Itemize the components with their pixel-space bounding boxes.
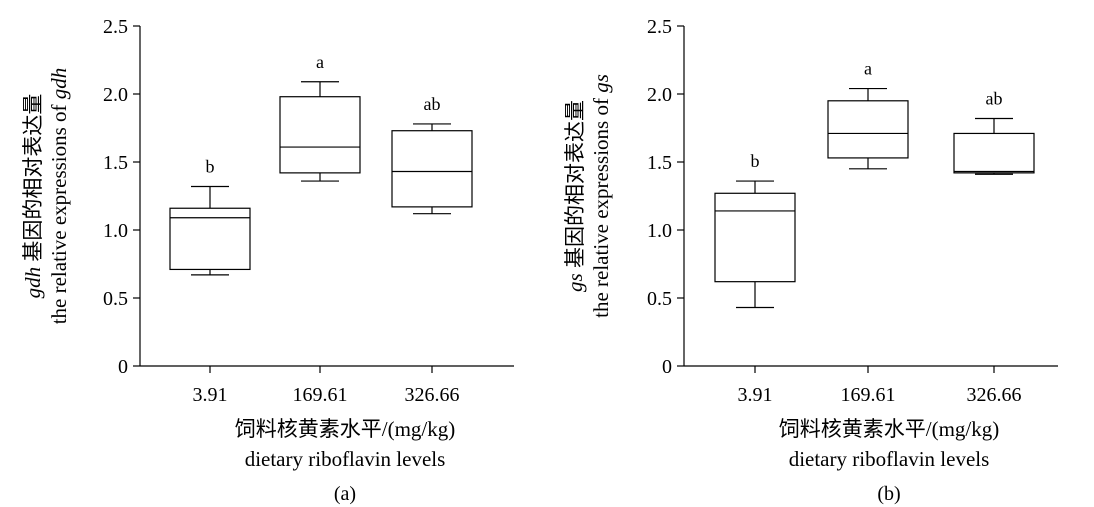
x-tick-label: 326.66 <box>405 384 460 406</box>
y-tick-label: 2.0 <box>103 84 128 106</box>
box-iqr <box>391 130 473 208</box>
box-iqr <box>953 132 1035 174</box>
x-tick-label: 3.91 <box>193 384 228 406</box>
box-iqr <box>714 192 796 283</box>
box-326.66: ab <box>391 94 473 215</box>
box-iqr <box>827 100 909 159</box>
y-tick-label: 2.5 <box>103 16 128 38</box>
y-axis-title-cn: gdh 基因的相对表达量 <box>21 94 45 299</box>
y-axis-title-en: the relative expressions of gdh <box>47 68 71 325</box>
x-tick-label: 3.91 <box>738 384 773 406</box>
significance-label: ab <box>986 88 1003 108</box>
box-3.91: b <box>714 151 796 309</box>
y-tick-label: 1.0 <box>647 220 672 242</box>
significance-label: a <box>316 52 324 72</box>
box-iqr <box>279 96 361 174</box>
y-axis-title-cn-text: 基因的相对表达量 <box>563 100 587 273</box>
panel-label: (b) <box>877 483 900 505</box>
y-axis-title-cn-text: 基因的相对表达量 <box>21 94 45 267</box>
x-axis-title-cn: 饲料核黄素水平/(mg/kg) <box>235 417 456 441</box>
box-3.91: b <box>169 156 251 276</box>
y-tick-label: 1.0 <box>103 220 128 242</box>
y-tick-label: 1.5 <box>647 152 672 174</box>
y-axis-title-en-gene: gdh <box>47 68 71 100</box>
x-tick-label: 169.61 <box>293 384 348 406</box>
significance-label: b <box>206 156 215 176</box>
y-axis-title-en-text: the relative expressions of <box>47 99 71 324</box>
significance-label: ab <box>424 94 441 114</box>
x-axis-title-cn: 饲料核黄素水平/(mg/kg) <box>779 417 1000 441</box>
box-iqr <box>169 207 251 271</box>
x-axis-title-en: dietary riboflavin levels <box>789 447 990 471</box>
y-axis-title-en: the relative expressions of gs <box>589 74 613 318</box>
x-axis-title-en: dietary riboflavin levels <box>245 447 446 471</box>
y-axis-title-en-text: the relative expressions of <box>589 93 613 318</box>
x-tick-label: 326.66 <box>967 384 1022 406</box>
y-tick-label: 0 <box>118 356 128 378</box>
chart-panel-2: 0 0.5 1.0 1.5 2.0 2.5 3.91 169.61 326.66 b a ab 饲料核黄… <box>563 16 1058 505</box>
x-tick-label: 169.61 <box>841 384 896 406</box>
y-tick-label: 0.5 <box>103 288 128 310</box>
y-axis-title-gene: gdh <box>21 267 45 299</box>
significance-label: b <box>751 151 760 171</box>
box-169.61: a <box>279 52 361 182</box>
y-axis-title-gene: gs <box>563 273 587 292</box>
y-tick-label: 0 <box>662 356 672 378</box>
box-326.66: ab <box>953 88 1035 175</box>
y-axis-title-cn: gs 基因的相对表达量 <box>563 100 587 292</box>
panel-label: (a) <box>334 483 356 505</box>
box-169.61: a <box>827 59 909 170</box>
chart-panel-1: 0 0.5 1.0 1.5 2.0 2.5 3.91 169.61 326.66 b a ab 饲料核黄… <box>21 16 514 505</box>
y-tick-label: 2.5 <box>647 16 672 38</box>
y-tick-label: 1.5 <box>103 152 128 174</box>
y-tick-label: 0.5 <box>647 288 672 310</box>
significance-label: a <box>864 59 872 79</box>
y-tick-label: 2.0 <box>647 84 672 106</box>
y-axis-title-en-gene: gs <box>589 74 613 93</box>
